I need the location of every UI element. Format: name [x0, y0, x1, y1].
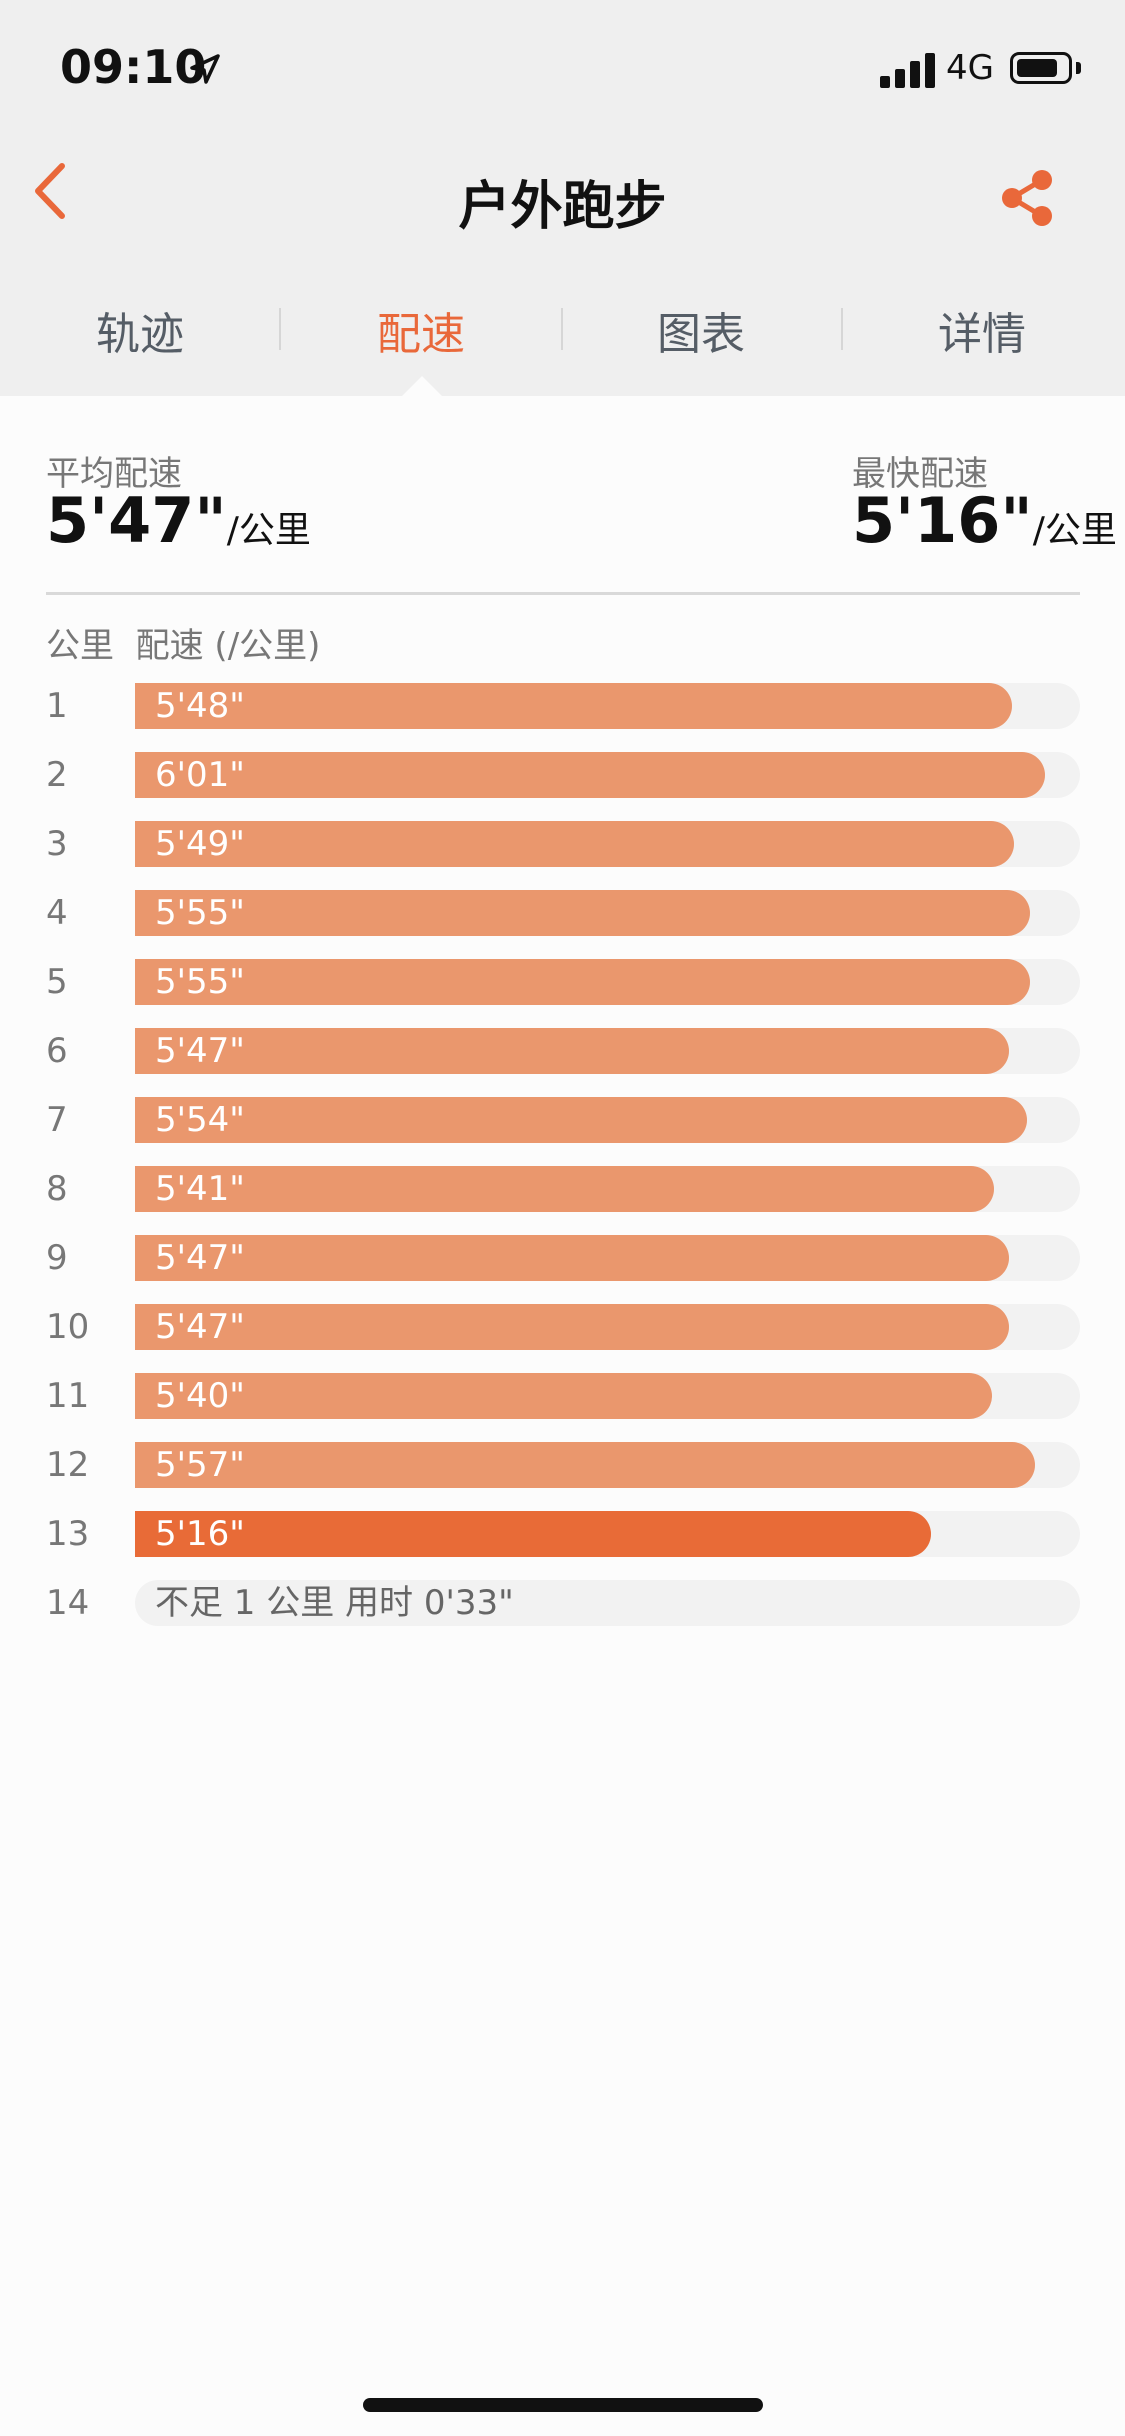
km-number: 10 [46, 1307, 90, 1347]
pace-bar [135, 959, 1030, 1005]
list-item: 8 5'41" [0, 1166, 1125, 1212]
km-number: 9 [46, 1238, 68, 1278]
km-number: 12 [46, 1445, 90, 1485]
pace-value: 5'41" [155, 1169, 245, 1209]
chevron-left-icon[interactable] [26, 156, 76, 226]
km-number: 3 [46, 824, 68, 864]
pace-value: 不足 1 公里 用时 0'33" [155, 1583, 514, 1623]
km-number: 7 [46, 1100, 68, 1140]
km-number: 5 [46, 962, 68, 1002]
km-number: 1 [46, 686, 68, 726]
list-item: 2 6'01" [0, 752, 1125, 798]
signal-icon [880, 52, 936, 88]
pace-value: 5'47" [155, 1238, 245, 1278]
tab-chart[interactable]: 图表 [657, 309, 745, 360]
pace-value: 5'47" [155, 1307, 245, 1347]
km-number: 11 [46, 1376, 90, 1416]
km-number: 4 [46, 893, 68, 933]
km-number: 8 [46, 1169, 68, 1209]
fastest-pace-value: 5'16"/公里 [852, 484, 1117, 557]
km-number: 2 [46, 755, 68, 795]
list-item: 4 5'55" [0, 890, 1125, 936]
pace-value: 5'40" [155, 1376, 245, 1416]
list-item: 3 5'49" [0, 821, 1125, 867]
list-item: 12 5'57" [0, 1442, 1125, 1488]
pace-value: 5'47" [155, 1031, 245, 1071]
pace-value: 5'55" [155, 893, 245, 933]
list-item: 11 5'40" [0, 1373, 1125, 1419]
location-arrow-icon [190, 54, 220, 84]
list-item: 7 5'54" [0, 1097, 1125, 1143]
km-number: 6 [46, 1031, 68, 1071]
header-pace: 配速 (/公里) [135, 626, 321, 666]
km-number: 14 [46, 1583, 90, 1623]
tab-details[interactable]: 详情 [938, 309, 1026, 360]
pace-value: 5'16" [155, 1514, 245, 1554]
fastest-pace-label: 最快配速 [852, 454, 988, 494]
pace-bar [135, 821, 1014, 867]
pace-value: 6'01" [155, 755, 245, 795]
active-tab-indicator [402, 376, 442, 396]
tab-separator [279, 308, 281, 350]
pace-bar [135, 752, 1045, 798]
list-item: 14 不足 1 公里 用时 0'33" [0, 1580, 1125, 1626]
list-item: 1 5'48" [0, 683, 1125, 729]
average-pace-number: 5'47" [46, 484, 227, 557]
table-header: 公里 配速 (/公里) [46, 618, 320, 667]
status-time: 09:10 [60, 40, 207, 94]
fastest-pace-number: 5'16" [852, 484, 1033, 557]
average-pace-label: 平均配速 [46, 454, 182, 494]
pace-bar-track [135, 1580, 1080, 1626]
pace-bar [135, 890, 1030, 936]
battery-tip [1076, 62, 1081, 74]
battery-icon [1010, 52, 1072, 84]
pace-bar [135, 1028, 1009, 1074]
list-item: 5 5'55" [0, 959, 1125, 1005]
tab-separator [841, 308, 843, 350]
share-icon[interactable] [996, 166, 1060, 230]
pace-bar [135, 1166, 994, 1212]
pace-value: 5'54" [155, 1100, 245, 1140]
pace-value: 5'49" [155, 824, 245, 864]
list-item: 9 5'47" [0, 1235, 1125, 1281]
list-item: 13 5'16" [0, 1511, 1125, 1557]
pace-bar [135, 1097, 1027, 1143]
pace-bar [135, 1442, 1035, 1488]
average-pace-value: 5'47"/公里 [46, 484, 311, 557]
pace-bar [135, 1235, 1009, 1281]
tab-separator [561, 308, 563, 350]
pace-value: 5'55" [155, 962, 245, 1002]
pace-bar [135, 1511, 931, 1557]
header-km: 公里 [46, 626, 114, 666]
divider [46, 592, 1080, 595]
pace-bar [135, 1373, 992, 1419]
home-indicator[interactable] [363, 2398, 763, 2412]
network-label: 4G [946, 48, 994, 88]
page-title: 户外跑步 [458, 177, 667, 237]
tab-track[interactable]: 轨迹 [96, 309, 184, 360]
pace-value: 5'57" [155, 1445, 245, 1485]
km-number: 13 [46, 1514, 90, 1554]
tab-pace[interactable]: 配速 [377, 309, 465, 360]
list-item: 10 5'47" [0, 1304, 1125, 1350]
average-pace-unit: /公里 [226, 510, 311, 551]
fastest-pace-unit: /公里 [1032, 510, 1117, 551]
pace-value: 5'48" [155, 686, 245, 726]
pace-bar [135, 683, 1012, 729]
pace-bar [135, 1304, 1009, 1350]
list-item: 6 5'47" [0, 1028, 1125, 1074]
